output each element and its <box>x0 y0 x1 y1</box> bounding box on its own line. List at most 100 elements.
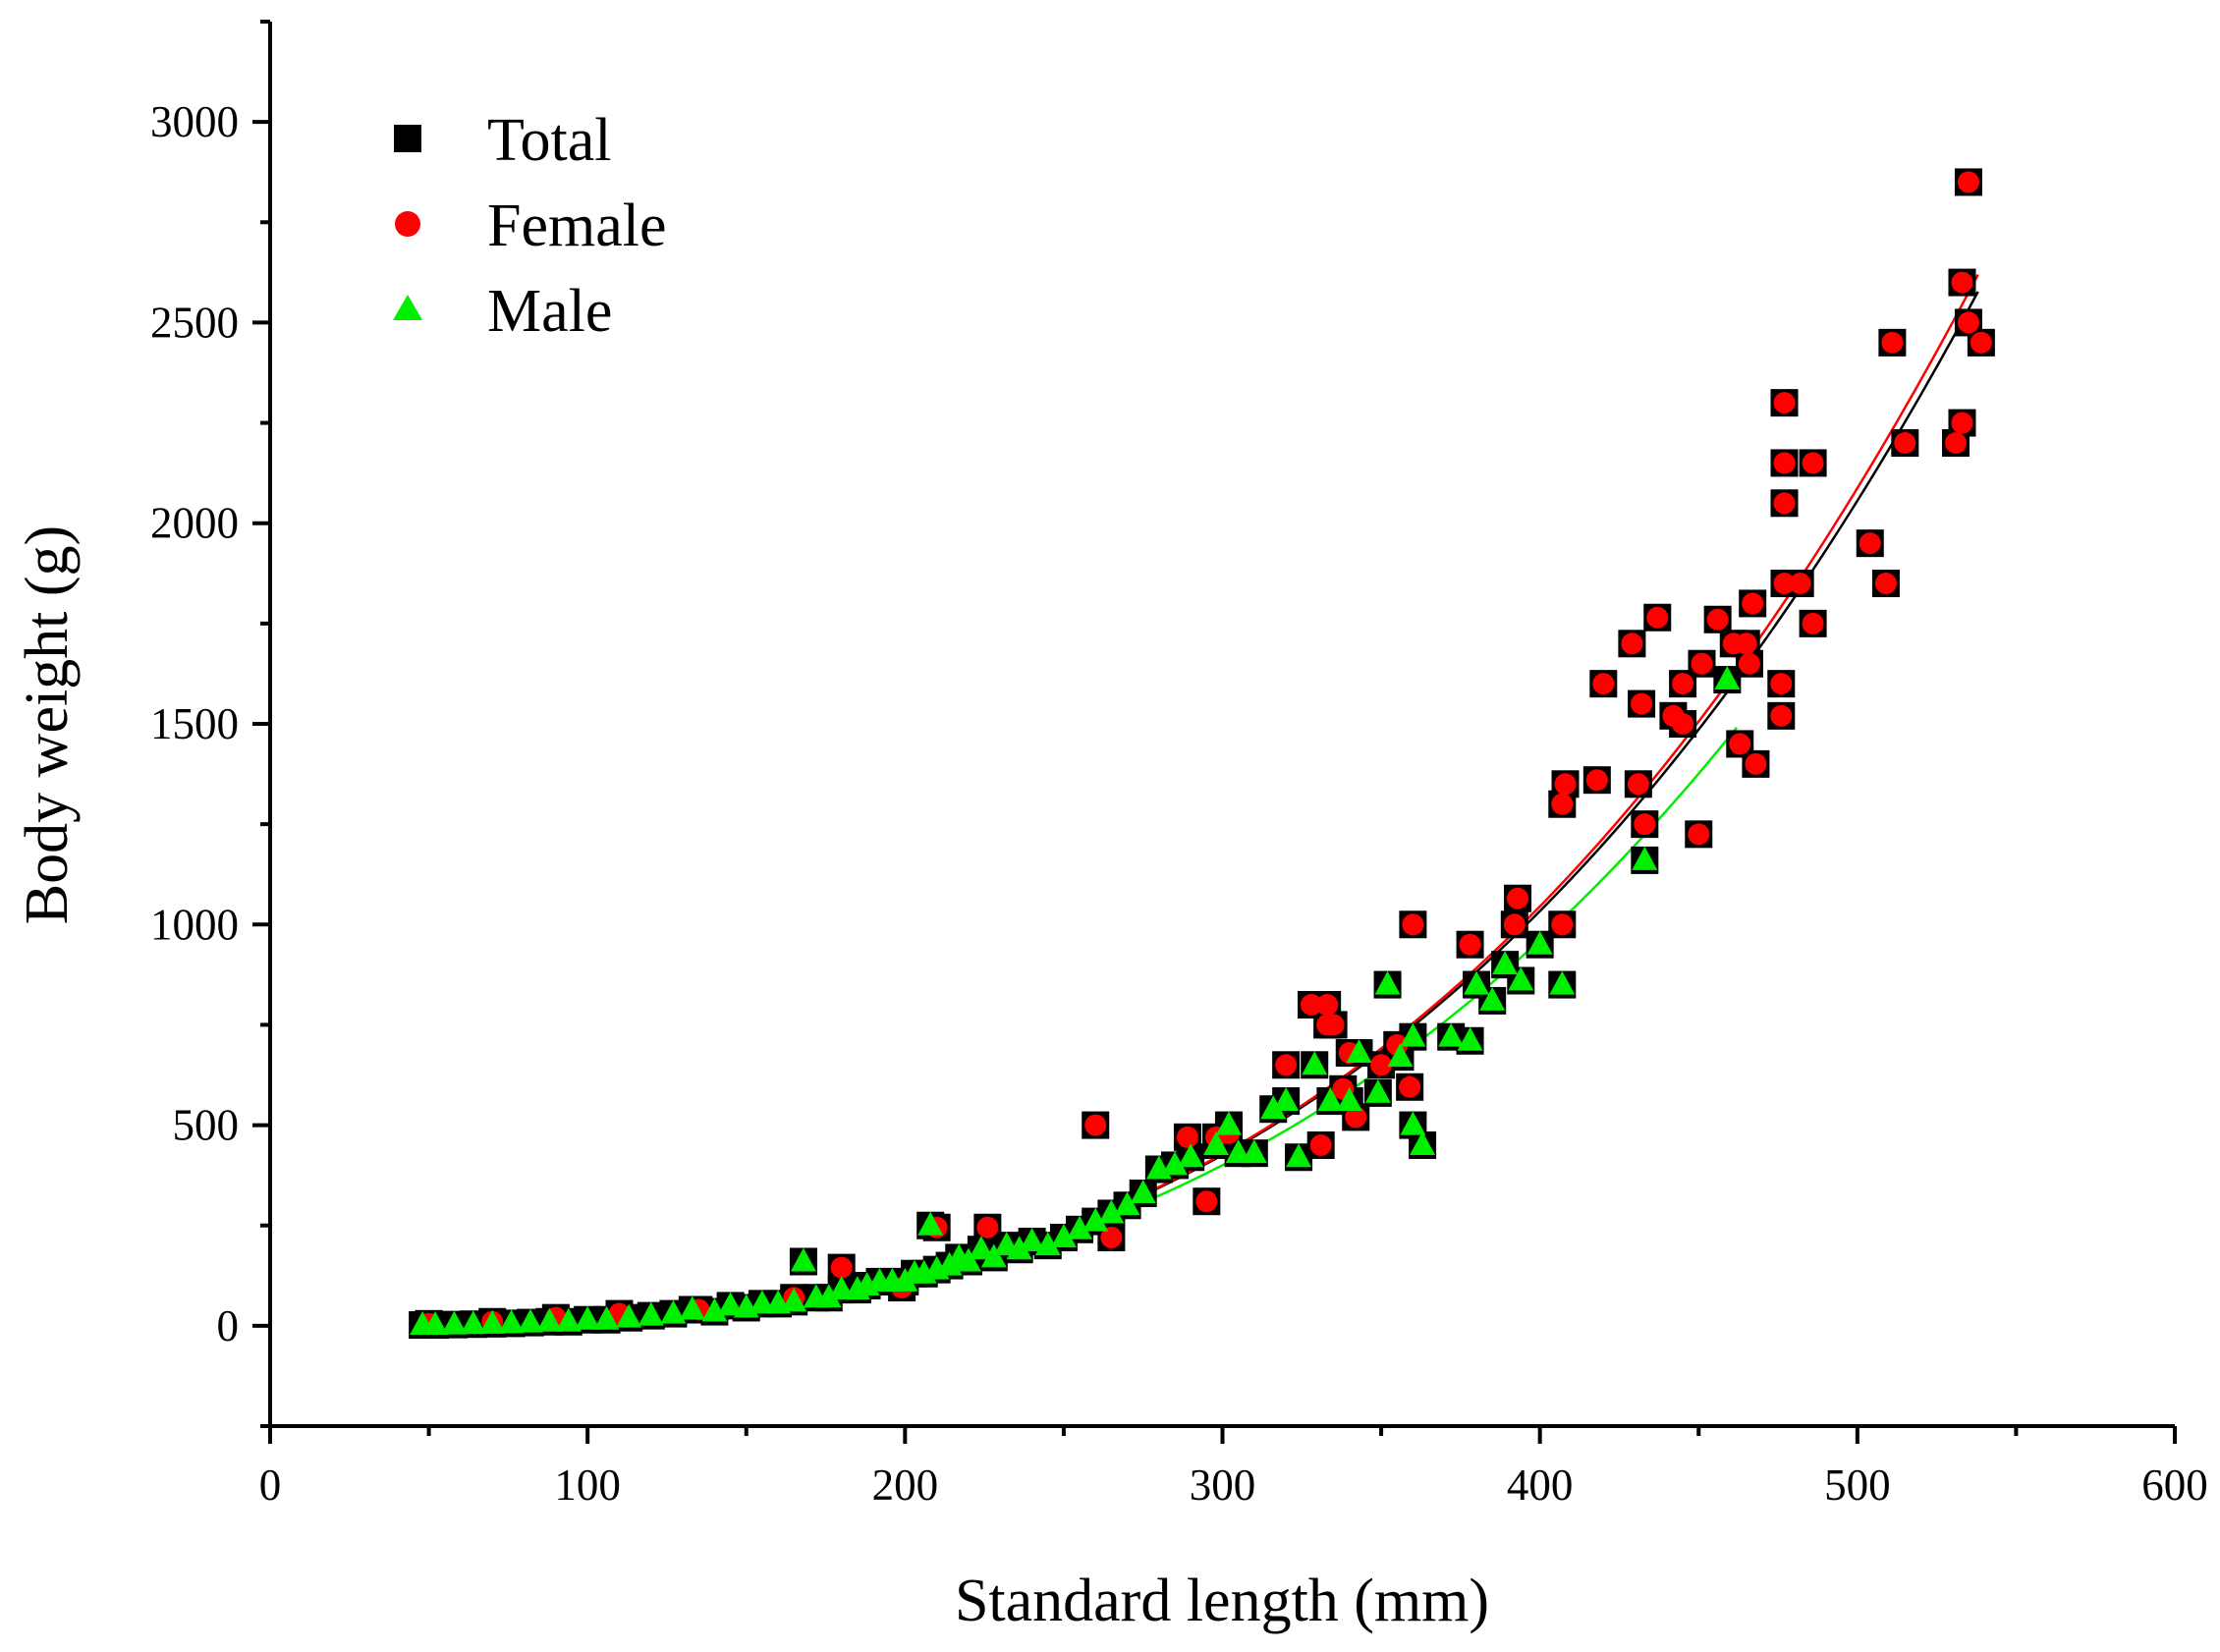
male-point <box>1464 970 1490 995</box>
y-axis-title: Body weight (g) <box>14 525 81 924</box>
female-point <box>1176 1126 1198 1148</box>
legend-label-male: Male <box>487 278 612 345</box>
female-point <box>1745 752 1767 775</box>
legend-marker-male <box>393 295 422 320</box>
female-point <box>1585 769 1608 792</box>
male-point <box>1400 1022 1426 1047</box>
female-point <box>1773 392 1796 414</box>
male-point <box>1130 1180 1156 1204</box>
female-point <box>1459 933 1481 956</box>
male-point <box>575 1305 601 1330</box>
male-point <box>1162 1151 1189 1176</box>
male-point <box>701 1297 728 1322</box>
female-point <box>1688 823 1710 846</box>
female-point <box>1507 887 1529 909</box>
female-point <box>1945 432 1968 454</box>
male-point <box>749 1290 775 1314</box>
x-tick-label: 400 <box>1507 1460 1574 1510</box>
male-point <box>1082 1207 1109 1232</box>
female-point <box>1773 492 1796 515</box>
y-tick-label: 3000 <box>150 97 239 146</box>
series-male-points <box>410 666 1741 1336</box>
male-point <box>1526 930 1553 955</box>
male-point <box>1364 1078 1391 1103</box>
male-point <box>1317 1087 1344 1112</box>
female-point <box>1951 412 1973 434</box>
female-point <box>1672 673 1694 695</box>
x-tick-label: 300 <box>1190 1460 1256 1510</box>
female-point <box>1627 773 1649 796</box>
y-tick-label: 1000 <box>150 900 239 949</box>
female-point <box>1316 994 1339 1016</box>
female-point <box>1894 432 1916 454</box>
female-point <box>1345 1106 1367 1129</box>
female-point <box>1773 573 1796 594</box>
female-point <box>1195 1190 1218 1213</box>
male-point <box>1549 970 1576 995</box>
male-point <box>1260 1095 1287 1120</box>
female-point <box>1770 673 1793 695</box>
female-point <box>1370 1054 1393 1076</box>
male-point <box>968 1236 994 1260</box>
male-point <box>1019 1228 1045 1252</box>
female-point <box>1631 692 1653 715</box>
female-point <box>976 1216 999 1239</box>
male-point <box>1067 1215 1093 1239</box>
male-point <box>1492 951 1519 975</box>
male-point <box>1336 1087 1362 1112</box>
male-point <box>781 1288 807 1312</box>
female-point <box>1859 532 1881 555</box>
female-point <box>1621 633 1643 655</box>
male-point <box>917 1211 944 1236</box>
female-point <box>1084 1114 1107 1136</box>
male-point <box>1302 1051 1328 1075</box>
female-point <box>1874 573 1897 594</box>
female-point <box>1300 994 1322 1016</box>
male-point <box>1438 1022 1465 1047</box>
female-point <box>1634 813 1656 836</box>
legend-label-female: Female <box>487 193 667 259</box>
male-point <box>1374 970 1401 995</box>
male-point <box>1225 1139 1251 1164</box>
x-tick-label: 200 <box>872 1460 939 1510</box>
male-point <box>1346 1039 1372 1064</box>
female-point <box>1881 331 1904 354</box>
legend: Total Female Male <box>393 107 667 345</box>
male-point <box>679 1295 705 1320</box>
male-point <box>1114 1191 1140 1216</box>
female-point <box>1672 713 1694 735</box>
legend-marker-total <box>394 125 421 152</box>
male-point <box>1145 1155 1172 1180</box>
male-point <box>1273 1087 1300 1112</box>
y-tick-label: 1500 <box>150 699 239 748</box>
female-point <box>1275 1054 1298 1076</box>
female-point <box>1646 606 1669 629</box>
female-point <box>1789 573 1811 594</box>
female-point <box>1773 452 1796 474</box>
x-tick-label: 100 <box>554 1460 621 1510</box>
female-point <box>1735 633 1757 655</box>
x-tick-label: 500 <box>1824 1460 1891 1510</box>
legend-marker-female <box>395 211 420 237</box>
male-point <box>441 1310 468 1335</box>
male-point <box>1098 1199 1125 1224</box>
female-point <box>1691 652 1713 675</box>
male-point <box>536 1307 563 1332</box>
female-point <box>1802 452 1824 474</box>
male-point <box>555 1307 582 1332</box>
female-point <box>1551 793 1574 815</box>
female-point <box>1738 652 1760 675</box>
male-point <box>616 1303 642 1328</box>
female-point <box>830 1256 853 1279</box>
x-axis-title: Standard length (mm) <box>955 1568 1489 1634</box>
male-point <box>1714 666 1741 690</box>
x-ticks: 0 100 200 300 400 500 600 <box>259 1426 2208 1510</box>
male-point <box>1215 1111 1242 1135</box>
male-point <box>1410 1131 1436 1155</box>
male-point <box>1203 1131 1230 1155</box>
legend-label-total: Total <box>487 107 612 174</box>
y-tick-label: 500 <box>173 1101 240 1150</box>
male-point <box>980 1243 1007 1268</box>
